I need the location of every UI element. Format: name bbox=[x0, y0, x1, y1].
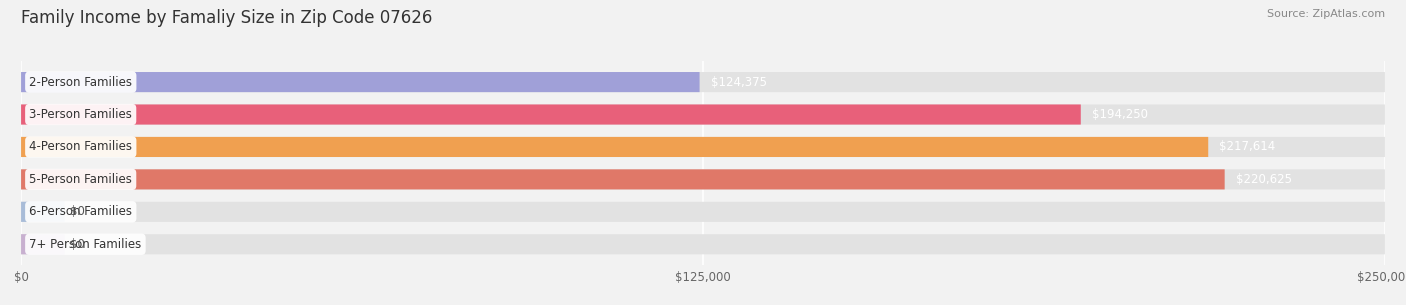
Text: $0: $0 bbox=[70, 205, 84, 218]
Text: $217,614: $217,614 bbox=[1219, 141, 1275, 153]
FancyBboxPatch shape bbox=[21, 202, 65, 222]
FancyBboxPatch shape bbox=[21, 72, 1385, 92]
FancyBboxPatch shape bbox=[21, 105, 1385, 124]
FancyBboxPatch shape bbox=[21, 137, 1208, 157]
Text: 7+ Person Families: 7+ Person Families bbox=[30, 238, 142, 251]
Text: $0: $0 bbox=[70, 238, 84, 251]
FancyBboxPatch shape bbox=[21, 202, 1385, 222]
Text: Source: ZipAtlas.com: Source: ZipAtlas.com bbox=[1267, 9, 1385, 19]
Text: 6-Person Families: 6-Person Families bbox=[30, 205, 132, 218]
FancyBboxPatch shape bbox=[21, 72, 700, 92]
Text: $124,375: $124,375 bbox=[710, 76, 766, 88]
Text: 4-Person Families: 4-Person Families bbox=[30, 141, 132, 153]
Text: $220,625: $220,625 bbox=[1236, 173, 1292, 186]
Text: $194,250: $194,250 bbox=[1091, 108, 1147, 121]
FancyBboxPatch shape bbox=[21, 137, 1385, 157]
FancyBboxPatch shape bbox=[21, 105, 1081, 124]
FancyBboxPatch shape bbox=[21, 234, 65, 254]
Text: 3-Person Families: 3-Person Families bbox=[30, 108, 132, 121]
FancyBboxPatch shape bbox=[21, 169, 1385, 189]
FancyBboxPatch shape bbox=[21, 234, 1385, 254]
Text: 2-Person Families: 2-Person Families bbox=[30, 76, 132, 88]
Text: Family Income by Famaliy Size in Zip Code 07626: Family Income by Famaliy Size in Zip Cod… bbox=[21, 9, 433, 27]
Text: 5-Person Families: 5-Person Families bbox=[30, 173, 132, 186]
FancyBboxPatch shape bbox=[21, 169, 1225, 189]
